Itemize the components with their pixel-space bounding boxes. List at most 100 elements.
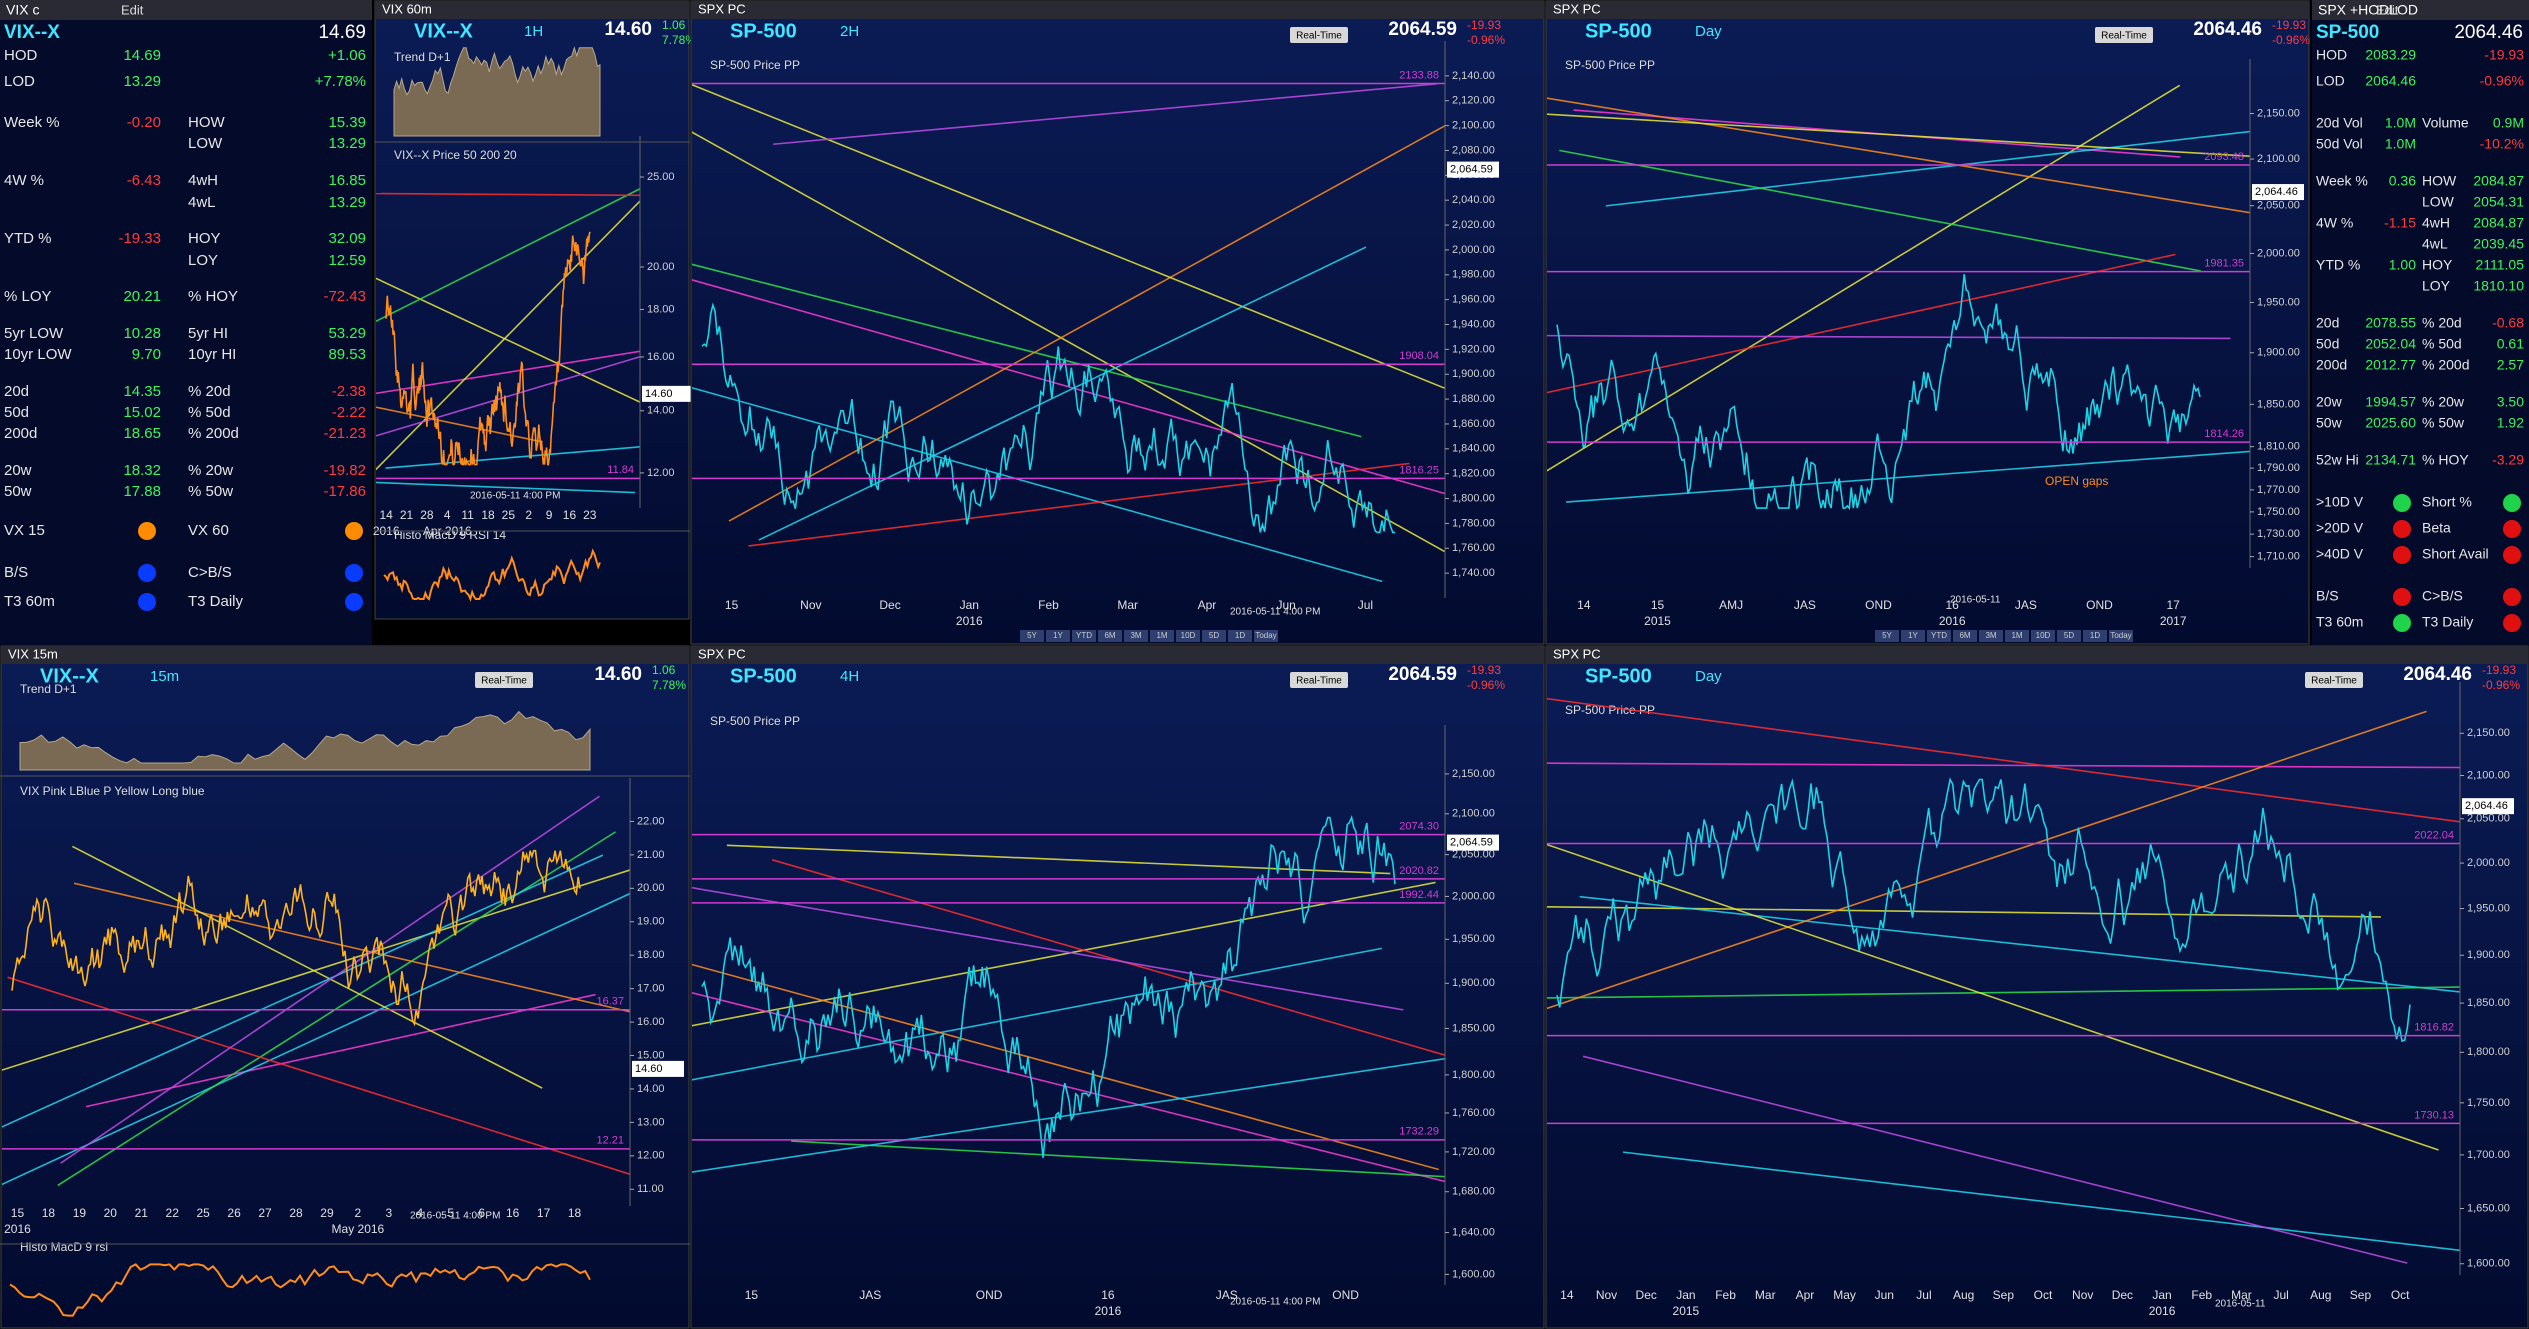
row-value: -0.96% [2480,73,2524,89]
range-label[interactable]: YTD [1931,631,1947,640]
interval[interactable]: 4H [840,668,859,685]
interval[interactable]: 15m [150,668,179,685]
range-button[interactable] [1202,630,1226,642]
range-button[interactable] [1875,630,1899,642]
range-button[interactable] [1098,630,1122,642]
y-tick-label: 1,810.00 [2257,441,2300,453]
realtime-button[interactable] [2095,27,2153,43]
interval[interactable]: 2H [840,23,859,40]
range-button[interactable] [1979,630,2003,642]
range-label[interactable]: 5D [2064,631,2074,640]
range-button[interactable] [1020,630,1044,642]
row-value: 13.29 [328,135,366,152]
realtime-label[interactable]: Real-Time [1296,676,1342,687]
range-label[interactable]: 1Y [1053,631,1063,640]
edit-button[interactable]: Edit [121,2,144,17]
interval[interactable]: 1H [524,23,543,40]
x-tick-label: 15 [725,598,739,612]
realtime-label[interactable]: Real-Time [1296,31,1342,42]
range-button[interactable] [1254,630,1278,642]
range-label[interactable]: YTD [1076,631,1092,640]
trend-line [385,446,640,469]
row-value: -0.20 [127,114,161,131]
range-label[interactable]: 6M [1104,631,1115,640]
realtime-label[interactable]: Real-Time [2311,676,2357,687]
range-label[interactable]: 5Y [1882,631,1892,640]
x-tick-label: 2 [355,1206,362,1220]
range-label[interactable]: 3M [1985,631,1996,640]
range-button[interactable] [1953,630,1977,642]
row-label: Short % [2422,494,2472,510]
range-label[interactable]: 1M [2011,631,2022,640]
y-tick-label: 1,920.00 [1452,343,1495,355]
row-label: HOY [2422,257,2453,273]
x-tick-label: Feb [1715,1288,1736,1302]
range-button[interactable] [2057,630,2081,642]
realtime-button[interactable] [1290,672,1348,688]
range-button[interactable] [1927,630,1951,642]
realtime-button[interactable] [2305,672,2363,688]
realtime-label[interactable]: Real-Time [481,676,527,687]
status-dot [2503,588,2521,606]
range-button[interactable] [1046,630,1070,642]
level-label: 2074.30 [1399,821,1439,833]
row-value: 0.36 [2389,173,2416,189]
interval[interactable]: Day [1695,668,1722,685]
study-label: SP-500 Price PP [710,714,800,728]
x-tick-label: 28 [420,508,434,522]
y-tick-label: 1,950.00 [1452,933,1495,945]
range-label[interactable]: 5D [1209,631,1219,640]
range-button[interactable] [1901,630,1925,642]
range-button[interactable] [1124,630,1148,642]
row-value: 2083.29 [2365,47,2416,63]
range-label[interactable]: 10D [1181,631,1196,640]
range-button[interactable] [1176,630,1200,642]
x-tick-label: 14 [380,508,394,522]
y-tick-label: 2,100.00 [2467,769,2510,781]
price-tag-box [2252,184,2304,201]
range-button[interactable] [2031,630,2055,642]
x-tick-label: 4 [444,508,451,522]
realtime-button[interactable] [475,672,533,688]
status-dot [345,564,363,582]
status-dot [2503,494,2521,512]
range-label[interactable]: 3M [1130,631,1141,640]
macd-line [9,1263,591,1317]
interval[interactable]: Day [1695,23,1722,40]
row-value: -17.86 [323,483,366,500]
range-label[interactable]: 1D [1235,631,1245,640]
range-button[interactable] [2083,630,2107,642]
range-button[interactable] [1228,630,1252,642]
x-tick-label: 11 [461,508,474,522]
x-tick-label: OND [1332,1288,1359,1302]
edit-button[interactable]: Edit [2376,2,2399,17]
range-button[interactable] [2109,630,2133,642]
x-tick-label: Dec [1636,1288,1657,1302]
range-label[interactable]: Today [2110,631,2131,640]
y-tick-label: 16.00 [637,1016,665,1028]
range-label[interactable]: 5Y [1027,631,1037,640]
y-tick-label: 1,840.00 [1452,443,1495,455]
y-tick-label: 2,120.00 [1452,95,1495,107]
row-value: 1.0M [2385,115,2416,131]
range-button[interactable] [2005,630,2029,642]
range-label[interactable]: 10D [2036,631,2051,640]
x-tick-label: 28 [289,1206,303,1220]
row-label: 4wH [2422,215,2450,231]
range-button[interactable] [1150,630,1174,642]
x-tick-label: 20 [104,1206,118,1220]
x-tick-label: OND [2086,598,2113,612]
range-label[interactable]: 1D [2090,631,2100,640]
realtime-label[interactable]: Real-Time [2101,31,2147,42]
range-label[interactable]: 1Y [1908,631,1918,640]
range-button[interactable] [1072,630,1096,642]
x-sublabel: 2016 [956,614,983,628]
range-label[interactable]: 1M [1156,631,1167,640]
range-label[interactable]: 6M [1959,631,1970,640]
x-tick-label: Apr [1198,598,1217,612]
status-dot [2393,494,2411,512]
panel-bg [2312,0,2529,645]
range-label[interactable]: Today [1255,631,1276,640]
row-label: % 20d [188,383,231,400]
realtime-button[interactable] [1290,27,1348,43]
